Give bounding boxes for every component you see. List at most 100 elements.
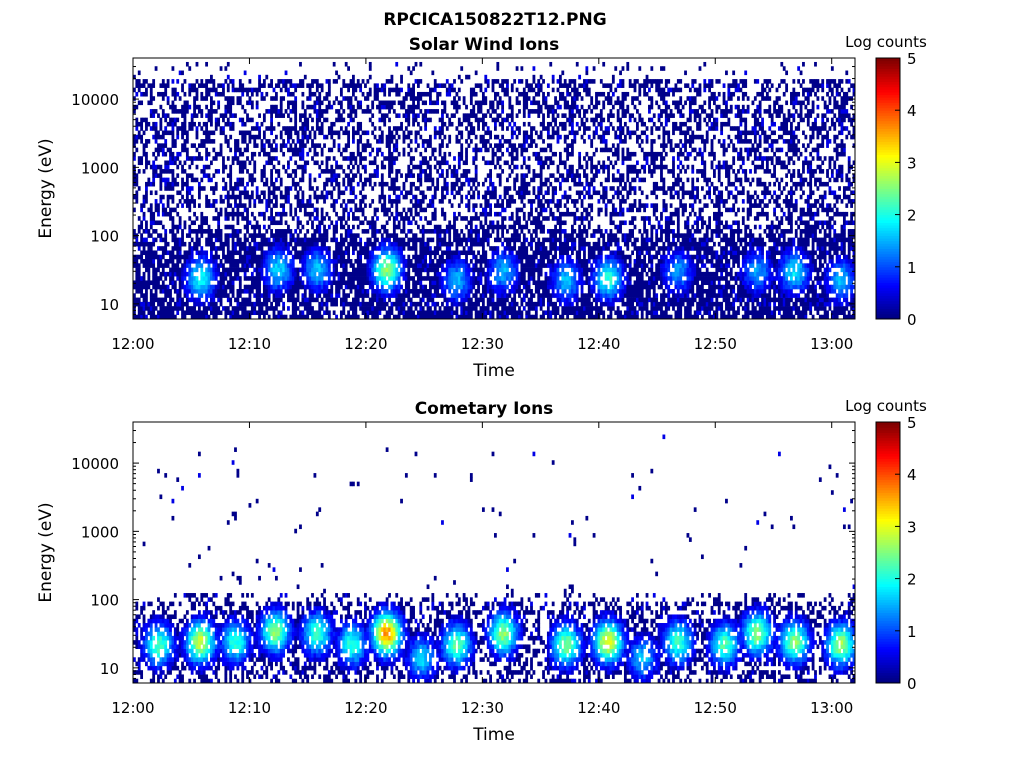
heatmap-cell — [392, 284, 396, 290]
heatmap-cell — [416, 113, 420, 118]
heatmap-cell — [267, 284, 271, 290]
heatmap-cell — [284, 289, 288, 294]
heatmap-cell — [347, 139, 350, 144]
heatmap-cell — [229, 280, 233, 286]
heatmap-cell — [238, 117, 242, 123]
heatmap-cell — [287, 134, 290, 140]
heatmap-cell — [443, 276, 447, 281]
heatmap-cell — [503, 284, 507, 290]
heatmap-cell — [311, 254, 314, 260]
heatmap-cell — [412, 109, 415, 114]
heatmap-cell — [255, 190, 259, 196]
heatmap-cell — [222, 250, 225, 256]
heatmap-cell — [486, 301, 490, 307]
heatmap-cell — [354, 233, 358, 238]
heatmap-cell — [352, 297, 355, 303]
heatmap-cell — [424, 194, 428, 200]
heatmap-cell — [250, 263, 254, 268]
heatmap-cell — [349, 271, 353, 277]
heatmap-cell — [159, 297, 163, 303]
heatmap-cell — [462, 289, 466, 294]
heatmap-cell — [368, 203, 372, 208]
heatmap-cell — [409, 173, 413, 178]
heatmap-cell — [190, 199, 194, 204]
heatmap-cell — [214, 284, 218, 290]
heatmap-cell — [224, 224, 228, 230]
heatmap-cell — [419, 160, 423, 166]
heatmap-cell — [207, 109, 211, 114]
heatmap-cell — [241, 259, 245, 264]
heatmap-cell — [154, 267, 158, 273]
heatmap-cell — [506, 314, 509, 319]
heatmap-cell — [294, 100, 298, 106]
heatmap-cell — [140, 293, 144, 298]
heatmap-cell — [169, 207, 172, 213]
heatmap-cell — [356, 224, 360, 230]
heatmap-cell — [135, 121, 139, 127]
heatmap-cell — [258, 259, 261, 264]
heatmap-cell — [248, 87, 252, 93]
heatmap-cell — [229, 203, 233, 208]
heatmap-cell — [364, 254, 367, 260]
heatmap-cell — [354, 289, 358, 294]
heatmap-cell — [441, 280, 444, 286]
heatmap-cell — [354, 160, 358, 166]
heatmap-cell — [371, 104, 375, 110]
heatmap-cell — [460, 181, 464, 187]
heatmap-cell — [438, 130, 442, 136]
heatmap-cell — [234, 147, 237, 153]
heatmap-cell — [157, 151, 160, 157]
heatmap-cell — [140, 276, 144, 281]
heatmap-cell — [149, 203, 153, 208]
heatmap-cell — [195, 113, 199, 118]
heatmap-cell — [412, 83, 415, 88]
heatmap-cell — [496, 211, 500, 217]
heatmap-cell — [313, 143, 317, 148]
heatmap-cell — [318, 220, 322, 226]
heatmap-cell — [272, 314, 276, 319]
heatmap-cell — [164, 164, 168, 170]
heatmap-cell — [320, 267, 324, 273]
heatmap-cell — [380, 306, 384, 311]
heatmap-cell — [255, 310, 259, 316]
heatmap-cell — [236, 100, 240, 106]
heatmap-cell — [142, 79, 146, 84]
heatmap-cell — [145, 306, 148, 311]
heatmap-cell — [294, 96, 298, 101]
heatmap-cell — [253, 276, 257, 281]
heatmap-cell — [424, 254, 428, 260]
heatmap-cell — [171, 284, 175, 290]
heatmap-cell — [246, 246, 249, 251]
heatmap-cell — [414, 186, 418, 191]
heatmap-cell — [436, 237, 440, 243]
heatmap-cell — [306, 310, 310, 316]
heatmap-cell — [272, 147, 276, 153]
heatmap-cell — [243, 267, 247, 273]
heatmap-cell — [224, 139, 228, 144]
heatmap-cell — [142, 143, 146, 148]
heatmap-cell — [294, 169, 298, 174]
heatmap-cell — [289, 250, 293, 256]
heatmap-cell — [306, 314, 310, 319]
heatmap-cell — [397, 254, 401, 260]
heatmap-cell — [498, 181, 502, 187]
heatmap-cell — [356, 139, 360, 144]
heatmap-cell — [250, 280, 254, 286]
heatmap-cell — [409, 190, 413, 196]
heatmap-cell — [412, 91, 415, 97]
heatmap-cell — [315, 314, 319, 319]
heatmap-cell — [457, 87, 461, 93]
heatmap-cell — [306, 246, 310, 251]
heatmap-cell — [236, 250, 240, 256]
heatmap-cell — [359, 267, 363, 273]
heatmap-cell — [465, 263, 468, 268]
heatmap-cell — [465, 289, 468, 294]
heatmap-cell — [409, 246, 413, 251]
heatmap-cell — [469, 216, 473, 221]
heatmap-cell — [486, 160, 490, 166]
heatmap-cell — [202, 130, 206, 136]
heatmap-cell — [400, 271, 403, 277]
heatmap-cell — [262, 164, 266, 170]
heatmap-cell — [448, 83, 452, 88]
heatmap-cell — [320, 169, 324, 174]
